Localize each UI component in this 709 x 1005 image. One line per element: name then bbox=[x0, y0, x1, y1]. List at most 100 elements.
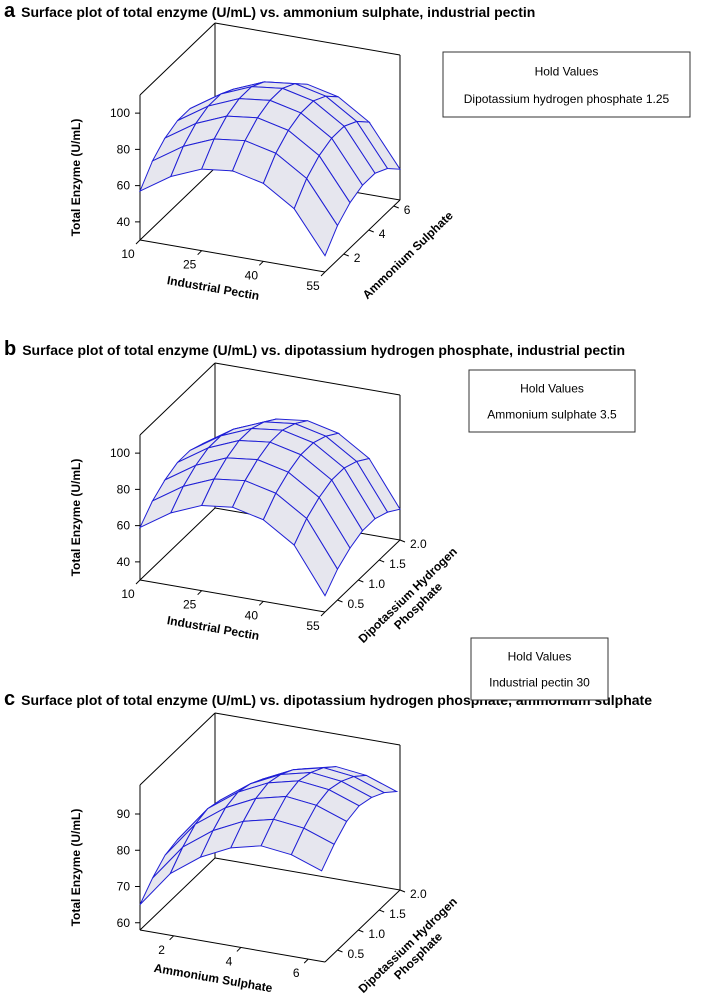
y-tick bbox=[378, 559, 385, 563]
x-tick-label: 55 bbox=[306, 279, 320, 293]
panel-letter: c bbox=[4, 688, 15, 710]
y-tick bbox=[378, 909, 385, 913]
surface-cell bbox=[139, 846, 184, 905]
hold-box bbox=[470, 637, 609, 701]
y-tick-label: 1.0 bbox=[368, 577, 385, 591]
hold-text: Dipotassium hydrogen phosphate 1.25 bbox=[464, 92, 670, 106]
surface-cell bbox=[290, 827, 335, 872]
hold-title: Hold Values bbox=[520, 382, 584, 396]
hold-text: Ammonium sulphate 3.5 bbox=[487, 408, 617, 422]
y-tick bbox=[337, 599, 343, 603]
z-axis-label: Total Enzyme (U/mL) bbox=[69, 459, 83, 577]
z-tick-label: 100 bbox=[110, 106, 130, 120]
z-tick-label: 80 bbox=[117, 142, 131, 156]
z-axis-label: Total Enzyme (U/mL) bbox=[69, 809, 83, 927]
surface-plot: b Surface plot of total enzyme (U/mL) vs.… bbox=[4, 338, 636, 646]
z-tick-label: 40 bbox=[117, 555, 131, 569]
x-tick bbox=[236, 947, 242, 952]
z-tick-label: 80 bbox=[117, 482, 131, 496]
x-tick bbox=[320, 271, 326, 277]
x-tick-label: 25 bbox=[183, 598, 197, 612]
y-tick bbox=[399, 889, 406, 893]
z-tick-label: 60 bbox=[117, 519, 131, 533]
x-tick bbox=[135, 239, 141, 245]
y-tick-label: 0.5 bbox=[348, 947, 365, 961]
z-tick-label: 80 bbox=[117, 843, 131, 857]
hold-text: Industrial pectin 30 bbox=[489, 676, 590, 690]
frame-edge bbox=[139, 712, 216, 786]
surface-cell bbox=[293, 517, 339, 597]
x-tick bbox=[258, 260, 264, 266]
x-tick-label: 2 bbox=[158, 943, 165, 957]
y-tick bbox=[337, 949, 343, 953]
panel-letter: b bbox=[4, 338, 16, 360]
x-tick-label: 10 bbox=[121, 587, 135, 601]
y-tick-label: 1.5 bbox=[389, 907, 406, 921]
x-tick bbox=[197, 250, 203, 256]
frame-edge bbox=[214, 712, 401, 746]
y-tick-label: 2 bbox=[354, 251, 361, 265]
x-axis-label: Ammonium Sulphate bbox=[153, 961, 274, 995]
frame-edge bbox=[214, 857, 401, 891]
y-axis bbox=[324, 199, 401, 273]
y-tick bbox=[399, 539, 406, 543]
x-axis bbox=[139, 239, 326, 273]
panel-title: a Surface plot of total enzyme (U/mL) vs.… bbox=[4, 0, 535, 22]
x-tick-label: 40 bbox=[245, 608, 259, 622]
y-tick bbox=[368, 229, 374, 233]
frame-edge bbox=[139, 857, 216, 931]
z-tick-label: 60 bbox=[117, 916, 131, 930]
title-text: Surface plot of total enzyme (U/mL) vs. … bbox=[21, 4, 535, 20]
panel-title: b Surface plot of total enzyme (U/mL) vs.… bbox=[4, 338, 625, 360]
surface-plot: a Surface plot of total enzyme (U/mL) vs.… bbox=[4, 0, 691, 303]
surface-cell bbox=[293, 177, 339, 257]
y-tick-label: 2.0 bbox=[410, 537, 427, 551]
y-tick-label: 4 bbox=[379, 227, 386, 241]
z-tick-label: 90 bbox=[117, 807, 131, 821]
y-axis-label-line: Ammonium Sulphate bbox=[360, 208, 456, 302]
z-tick-label: 40 bbox=[117, 215, 131, 229]
y-tick-label: 6 bbox=[404, 203, 411, 217]
x-tick-label: 40 bbox=[245, 268, 259, 282]
z-tick-label: 60 bbox=[117, 179, 131, 193]
x-tick bbox=[303, 958, 309, 964]
x-axis bbox=[139, 579, 326, 613]
x-tick-label: 55 bbox=[306, 619, 320, 633]
hold-box bbox=[442, 51, 691, 118]
x-tick bbox=[135, 579, 141, 585]
y-axis-label-line: Dipotassium Hydrogen bbox=[356, 544, 460, 645]
x-tick-label: 25 bbox=[183, 258, 197, 272]
y-axis-label: Ammonium Sulphate bbox=[360, 208, 456, 302]
z-tick-label: 100 bbox=[110, 446, 130, 460]
hold-title: Hold Values bbox=[508, 650, 572, 664]
hold-title: Hold Values bbox=[535, 65, 599, 79]
x-tick bbox=[258, 600, 264, 606]
frame-edge bbox=[214, 22, 401, 56]
y-axis-label: Dipotassium HydrogenPhosphate bbox=[356, 894, 471, 1005]
x-tick bbox=[169, 935, 174, 941]
x-tick bbox=[320, 611, 326, 617]
frame-edge bbox=[139, 362, 216, 436]
frame-edge bbox=[139, 22, 216, 96]
frame-edge bbox=[139, 507, 216, 581]
title-text: Surface plot of total enzyme (U/mL) vs. … bbox=[22, 342, 625, 358]
frame-edge bbox=[214, 362, 401, 396]
x-axis bbox=[139, 929, 326, 963]
x-tick bbox=[197, 590, 203, 596]
hold-box bbox=[468, 369, 636, 433]
x-tick-label: 10 bbox=[121, 247, 135, 261]
y-tick bbox=[358, 929, 364, 933]
surface-plot: c Surface plot of total enzyme (U/mL) vs.… bbox=[4, 637, 652, 1005]
frame-edge bbox=[139, 167, 216, 241]
y-tick bbox=[393, 205, 399, 209]
y-tick bbox=[358, 579, 364, 583]
x-tick-label: 6 bbox=[293, 966, 300, 980]
y-axis-label-line: Dipotassium Hydrogen bbox=[356, 894, 460, 995]
y-tick bbox=[343, 253, 349, 257]
x-tick-label: 4 bbox=[226, 954, 233, 968]
z-axis-label: Total Enzyme (U/mL) bbox=[69, 119, 83, 237]
y-tick-label: 2.0 bbox=[410, 887, 427, 901]
y-tick-label: 0.5 bbox=[348, 597, 365, 611]
z-tick-label: 70 bbox=[117, 880, 131, 894]
